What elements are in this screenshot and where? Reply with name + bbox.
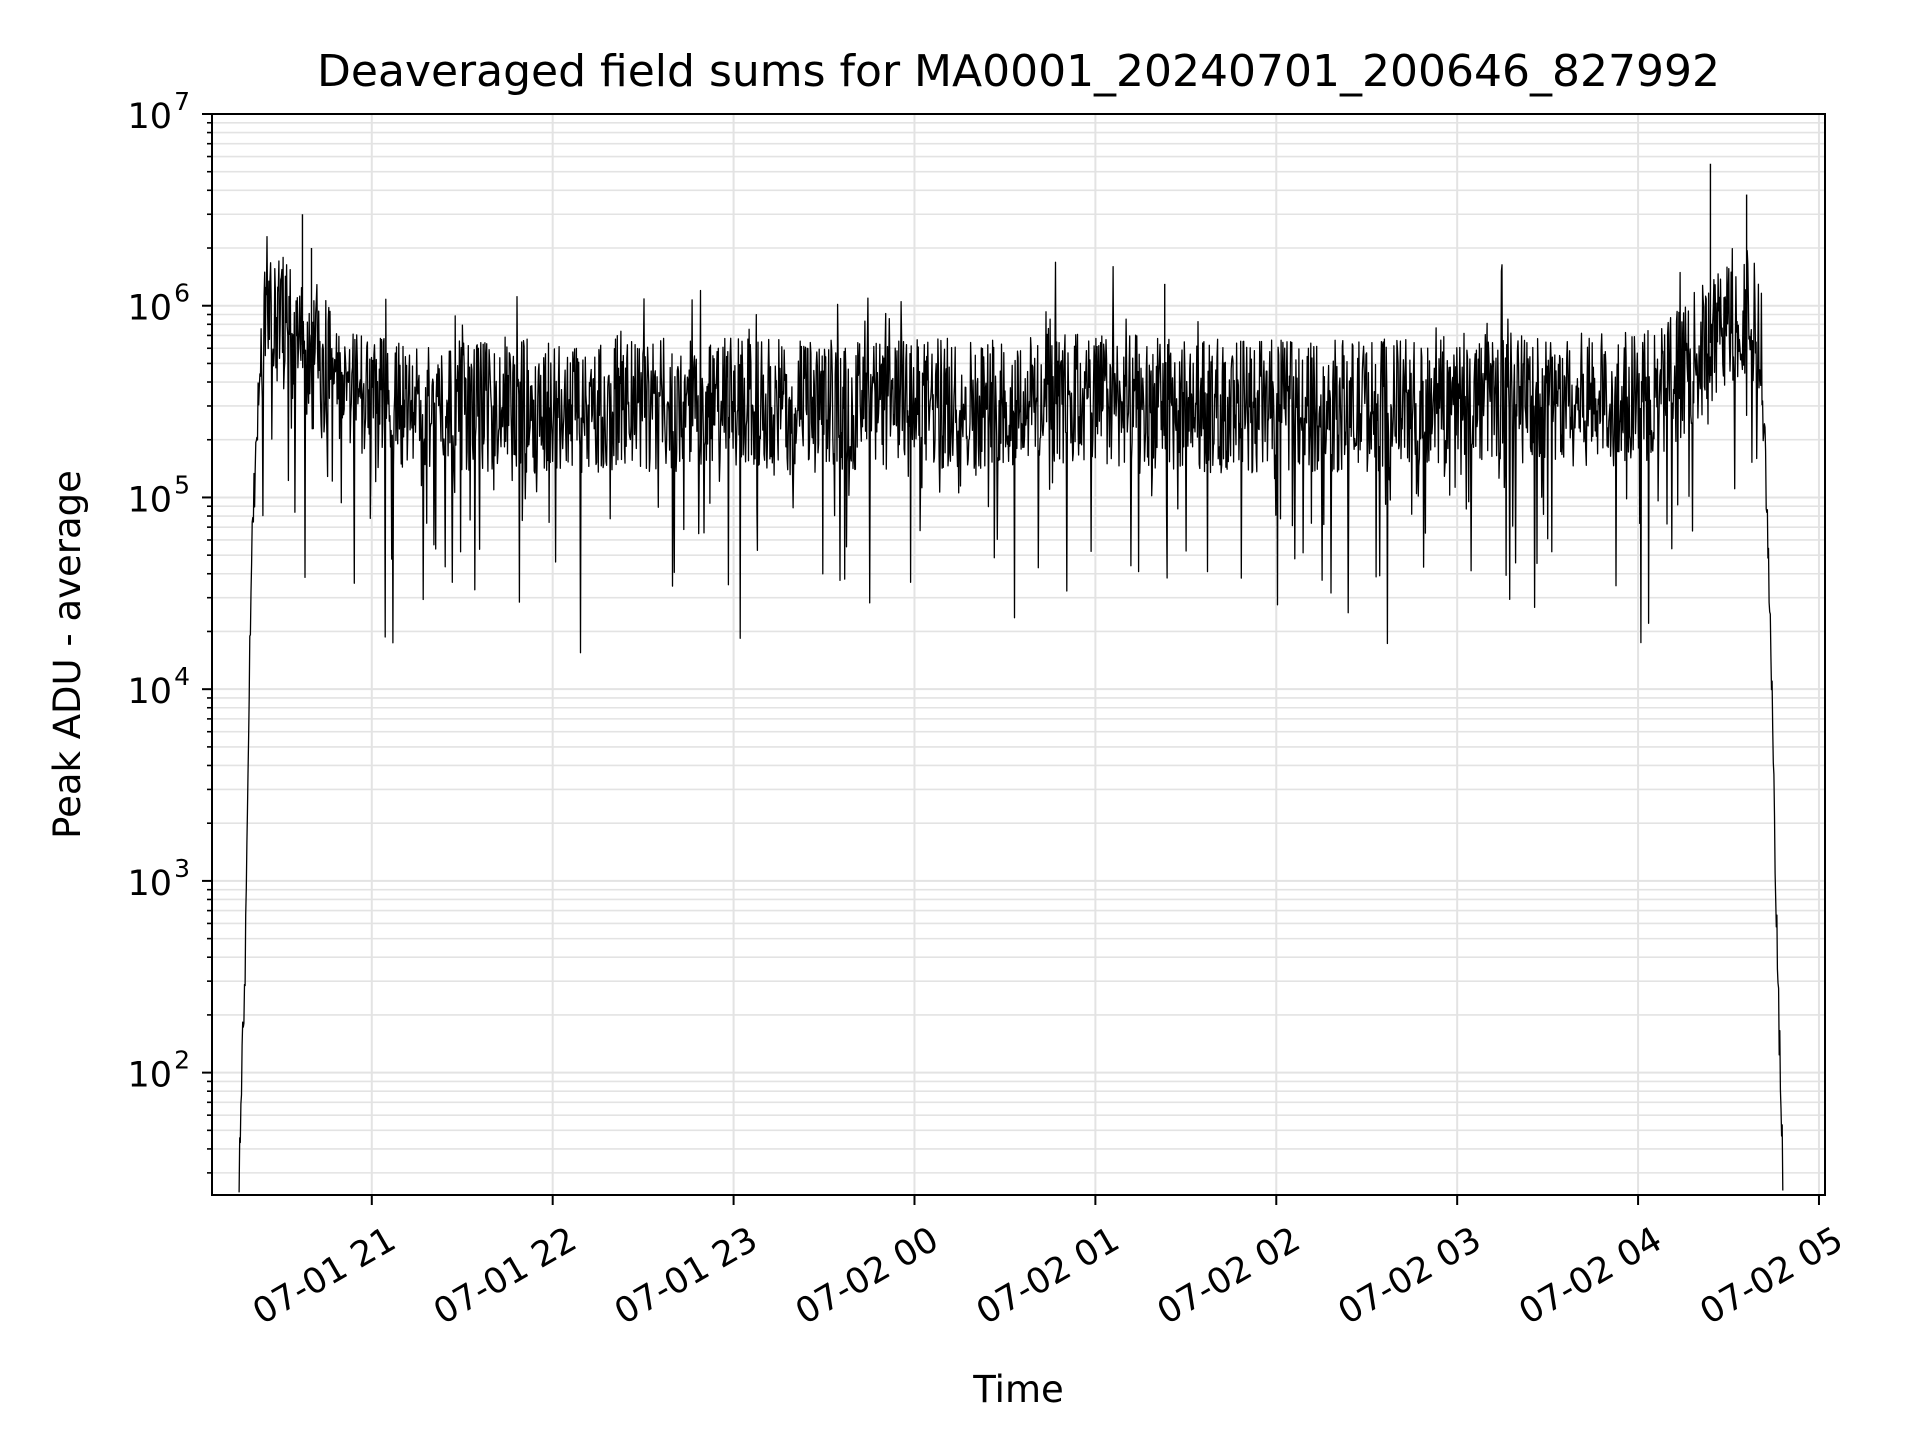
x-tick-label: 07-02 05 xyxy=(1694,1220,1850,1333)
chart-title: Deaveraged field sums for MA0001_2024070… xyxy=(317,46,1720,97)
y-tick-exponent: 4 xyxy=(174,662,190,691)
y-tick-exponent: 7 xyxy=(174,87,190,116)
y-tick-label: 10 xyxy=(127,97,172,137)
y-tick-label: 10 xyxy=(127,289,172,329)
y-tick-exponent: 5 xyxy=(174,470,190,499)
x-tick-label: 07-02 02 xyxy=(1151,1220,1307,1333)
y-tick-label: 10 xyxy=(127,672,172,712)
y-tick-label: 10 xyxy=(127,1056,172,1096)
x-tick-label: 07-02 03 xyxy=(1332,1220,1488,1333)
series-line xyxy=(238,236,1784,1193)
axes-frame xyxy=(211,113,1826,1196)
y-tick-label: 10 xyxy=(127,480,172,520)
x-axis: 07-01 21 07-01 22 07-01 23 07-02 00 07-02 01… xyxy=(246,1195,1850,1333)
x-tick-label: 07-02 01 xyxy=(970,1220,1126,1333)
y-axis-label: Peak ADU - average xyxy=(46,470,89,839)
y-tick-exponent: 2 xyxy=(174,1046,190,1075)
grid xyxy=(212,113,1825,1195)
y-tick-exponent: 6 xyxy=(174,279,190,308)
x-tick-label: 07-02 00 xyxy=(789,1220,945,1333)
x-tick-label: 07-01 21 xyxy=(246,1220,402,1333)
data-series xyxy=(238,163,1784,1193)
x-tick-label: 07-02 04 xyxy=(1513,1220,1669,1333)
x-tick-label: 07-01 23 xyxy=(608,1220,764,1333)
y-tick-label: 10 xyxy=(127,864,172,904)
x-tick-label: 07-01 22 xyxy=(427,1220,583,1333)
x-axis-label: Time xyxy=(972,1368,1064,1411)
y-tick-exponent: 3 xyxy=(174,854,190,883)
